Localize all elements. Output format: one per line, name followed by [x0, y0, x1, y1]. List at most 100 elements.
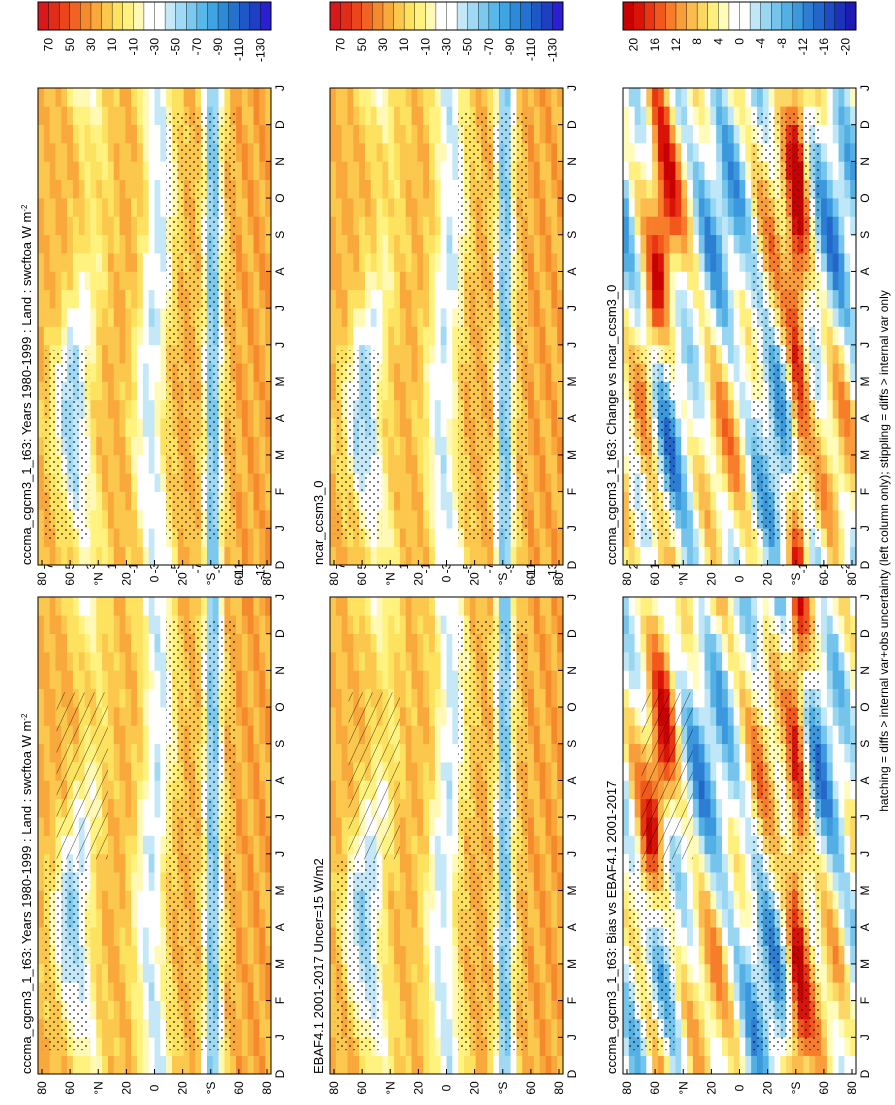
- heat-cell: [265, 743, 272, 763]
- heat-cell: [838, 597, 845, 616]
- heat-cell: [259, 143, 266, 162]
- heat-cell: [434, 271, 441, 291]
- heat-cell: [698, 743, 705, 763]
- heat-cell: [49, 179, 56, 199]
- heat-cell: [330, 890, 337, 910]
- heat-cell: [739, 688, 746, 708]
- heat-cell: [739, 798, 746, 818]
- heat-cell: [148, 271, 155, 291]
- heat-cell: [359, 234, 366, 254]
- heat-cell: [102, 436, 109, 456]
- heat-cell: [359, 161, 366, 181]
- heat-cell: [722, 945, 729, 965]
- heat-cell: [376, 216, 383, 236]
- heat-cell: [716, 1000, 723, 1020]
- heat-cell: [195, 1055, 202, 1075]
- heat-cell: [142, 216, 149, 236]
- heat-cell: [160, 707, 167, 726]
- heat-cell: [43, 326, 50, 346]
- heat-cell: [38, 982, 45, 1001]
- heat-cell: [545, 670, 552, 690]
- heat-cell: [623, 1037, 630, 1056]
- heat-cell: [265, 707, 272, 726]
- heat-cell: [704, 927, 711, 946]
- heat-cell: [212, 1055, 219, 1075]
- heat-cell: [137, 143, 144, 162]
- heat-cell: [681, 670, 688, 690]
- heat-cell: [183, 546, 190, 566]
- heat-cell: [131, 1037, 138, 1056]
- heat-cell: [84, 198, 91, 217]
- heat-cell: [634, 633, 641, 653]
- heat-cell: [119, 707, 126, 726]
- heat-cell: [669, 633, 676, 653]
- heat-cell: [113, 198, 120, 217]
- heat-cell: [733, 890, 740, 910]
- heat-cell: [335, 707, 342, 726]
- heat-cell: [423, 1055, 430, 1075]
- heat-cell: [38, 1055, 45, 1075]
- heat-cell: [675, 633, 682, 653]
- heat-cell: [388, 418, 395, 437]
- y-tick-label: °S: [204, 1082, 218, 1095]
- heat-cell: [745, 633, 752, 653]
- heat-cell: [710, 1018, 717, 1038]
- heat-cell: [545, 872, 552, 891]
- heat-cell: [675, 597, 682, 616]
- hatch-overlay: [641, 692, 693, 860]
- heat-cell: [411, 509, 418, 529]
- heat-cell: [423, 853, 430, 873]
- heat-cell: [704, 872, 711, 891]
- heat-cell: [107, 491, 115, 511]
- heat-cell: [253, 963, 260, 983]
- heat-cell: [131, 271, 138, 291]
- heat-cell: [247, 326, 254, 346]
- heat-cell: [137, 908, 144, 928]
- heat-cell: [160, 308, 167, 327]
- heat-cell: [722, 652, 729, 671]
- heat-cell: [265, 234, 272, 254]
- heat-cell: [247, 289, 254, 309]
- heat-cell: [347, 308, 354, 327]
- heat-cell: [259, 743, 266, 763]
- heat-cell: [539, 927, 546, 946]
- heat-cell: [55, 308, 62, 327]
- heat-cell: [652, 597, 659, 616]
- heat-cell: [388, 872, 395, 891]
- heat-cell: [533, 890, 540, 910]
- heat-cell: [382, 253, 389, 272]
- heat-cell: [557, 688, 564, 708]
- heat-cell: [417, 528, 424, 547]
- heat-cell: [330, 670, 337, 690]
- heat-cell: [440, 1055, 447, 1075]
- heat-cell: [675, 853, 682, 873]
- heat-cell: [241, 670, 248, 690]
- heat-cell: [154, 688, 161, 708]
- heat-cell: [55, 106, 62, 125]
- heat-cell: [623, 597, 630, 616]
- heat-cell: [722, 615, 729, 634]
- heat-cell: [440, 670, 447, 690]
- heat-cell: [411, 927, 418, 946]
- heat-cell: [628, 780, 635, 800]
- heat-cell: [259, 344, 266, 364]
- heat-cell: [247, 436, 254, 456]
- heat-cell: [253, 853, 260, 873]
- heat-cell: [429, 1018, 436, 1038]
- colorbar-swatch: [58, 1, 71, 31]
- heat-cell: [49, 161, 56, 181]
- heat-cell: [557, 853, 564, 873]
- heat-cell: [364, 88, 372, 107]
- heat-cell: [265, 890, 272, 910]
- heat-cell: [107, 1037, 115, 1056]
- heat-cell: [148, 1000, 155, 1020]
- heat-cell: [335, 161, 342, 181]
- heat-cell: [335, 1055, 342, 1075]
- heat-cell: [399, 633, 407, 653]
- heat-cell: [692, 743, 700, 763]
- heat-cell: [137, 528, 144, 547]
- heat-cell: [364, 289, 372, 309]
- heat-cell: [634, 652, 641, 671]
- heat-cell: [335, 762, 342, 781]
- heat-cell: [177, 597, 184, 616]
